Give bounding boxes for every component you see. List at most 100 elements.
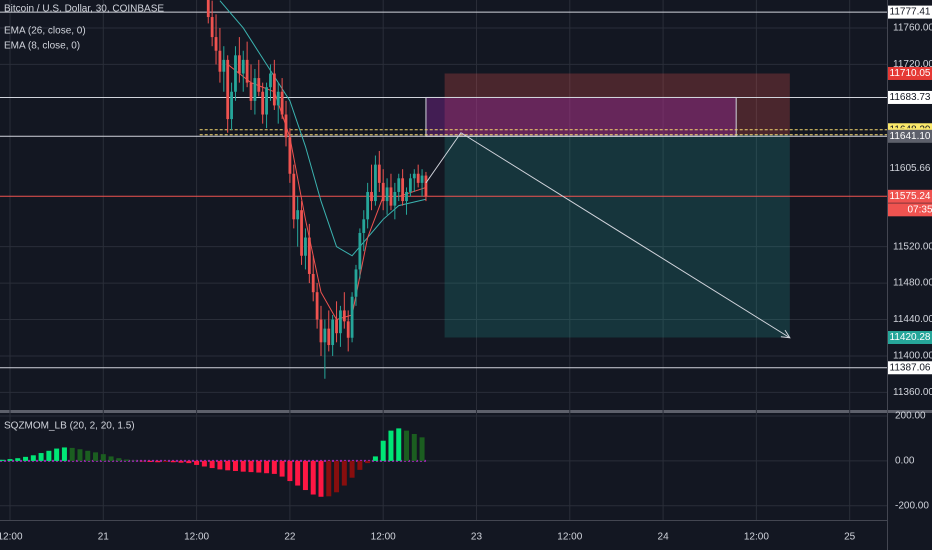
price-tag-label: 11575.24 <box>890 191 931 202</box>
candle-body <box>234 55 237 92</box>
momentum-bar <box>0 459 5 461</box>
candle-body <box>354 269 358 297</box>
price-tag <box>888 189 932 203</box>
candle-body <box>319 319 323 343</box>
momentum-bar <box>396 428 402 461</box>
candle-body <box>222 59 226 72</box>
stop-zone <box>444 73 790 135</box>
price-tag <box>888 5 932 19</box>
momentum-bar <box>264 460 270 474</box>
momentum-bar <box>93 452 99 461</box>
price-tag <box>888 162 932 176</box>
price-tag-label: 11420.28 <box>890 332 931 343</box>
momentum-bar <box>334 460 340 493</box>
candle-body <box>346 321 350 338</box>
momentum-bar <box>302 460 308 491</box>
candle-body <box>288 137 292 174</box>
price-tag-label: 11641.10 <box>890 131 931 142</box>
momentum-bar <box>147 460 153 463</box>
candle-body <box>381 182 385 202</box>
y-tick-label: 11480.00 <box>893 278 932 289</box>
momentum-bar <box>61 447 67 461</box>
y-tick-label: 11760.00 <box>893 23 932 34</box>
price-pane <box>0 0 887 379</box>
momentum-bar <box>116 458 122 461</box>
momentum-bar <box>139 460 145 462</box>
ema-line <box>219 0 427 257</box>
momentum-bar <box>100 454 106 461</box>
legend-entry: EMA (8, close, 0) <box>4 41 80 52</box>
indicator-title: SQZMOM_LB (20, 2, 20, 1.5) <box>4 421 135 432</box>
candle-body <box>300 210 303 256</box>
price-tag-label: 11777.41 <box>890 7 931 18</box>
momentum-bar <box>295 460 301 486</box>
axes: 12:00 21 12:00 22 12:00 23 12:00 24 12:00 25 11760… <box>0 5 932 543</box>
candle-body <box>307 237 311 274</box>
momentum-bar <box>365 460 371 464</box>
momentum-bar <box>54 448 60 461</box>
momentum-bar <box>404 430 410 461</box>
candle-body <box>331 319 335 346</box>
price-tag-label: 11605.66 <box>890 163 931 174</box>
y-tick-label: 11400.00 <box>893 351 932 362</box>
grid <box>0 0 887 520</box>
x-tick-label: 12:00 <box>0 532 23 543</box>
candle-body <box>257 78 261 92</box>
x-tick-label: 23 <box>471 532 483 543</box>
momentum-bar <box>256 460 262 473</box>
y-tick-label: 11720.00 <box>893 59 932 70</box>
candle-body <box>366 191 370 220</box>
momentum-bar <box>279 460 285 477</box>
momentum-bar <box>124 459 130 461</box>
candle-body <box>416 173 420 183</box>
candle-body <box>424 175 428 197</box>
candle-body <box>311 273 315 293</box>
arrow-head <box>780 329 791 339</box>
candle-body <box>374 164 377 202</box>
price-tag-label: 11683.73 <box>890 92 931 103</box>
price-tag <box>888 66 932 80</box>
momentum-bar <box>186 460 192 464</box>
momentum-bar <box>240 460 246 472</box>
candle-body <box>284 114 288 138</box>
momentum-bar <box>380 440 386 461</box>
momentum-bar <box>178 460 184 463</box>
candle-body <box>253 78 257 101</box>
symbol-title: Bitcoin / U.S. Dollar, 30, COINBASE <box>4 4 164 15</box>
candle-body <box>280 91 284 115</box>
candle-body <box>272 73 276 106</box>
momentum-bar <box>7 459 13 461</box>
momentum-bar <box>232 460 238 471</box>
candle-body <box>401 178 405 202</box>
price-tag-label: 11710.05 <box>890 68 931 79</box>
candle-body <box>210 17 214 38</box>
momentum-bar <box>201 460 207 467</box>
candle-body <box>323 328 327 343</box>
candle-body <box>249 82 253 101</box>
candle-body <box>412 173 416 179</box>
y-tick-label: 200.00 <box>895 411 926 422</box>
legend-entry: EMA (26, close, 0) <box>4 26 86 37</box>
countdown-tag <box>888 203 932 217</box>
momentum-bar <box>209 460 215 469</box>
x-tick-label: 12:00 <box>371 532 396 543</box>
price-tag <box>888 129 932 143</box>
momentum-bar <box>287 460 293 482</box>
candle-body <box>245 59 249 83</box>
momentum-bar <box>46 450 52 461</box>
x-tick-label: 12:00 <box>184 532 209 543</box>
x-tick-label: 22 <box>284 532 296 543</box>
momentum-bar <box>85 450 91 461</box>
momentum-bar <box>162 460 168 463</box>
candle-body <box>342 310 346 322</box>
y-tick-label: 0.00 <box>895 456 915 467</box>
momentum-bar <box>108 456 114 461</box>
candle-body <box>237 55 241 74</box>
momentum-bar <box>15 458 21 461</box>
candle-body <box>327 328 331 346</box>
candle-body <box>397 178 401 192</box>
momentum-bar <box>318 460 324 497</box>
y-tick-label: 11360.00 <box>893 387 932 398</box>
indicator-pane <box>0 428 428 497</box>
